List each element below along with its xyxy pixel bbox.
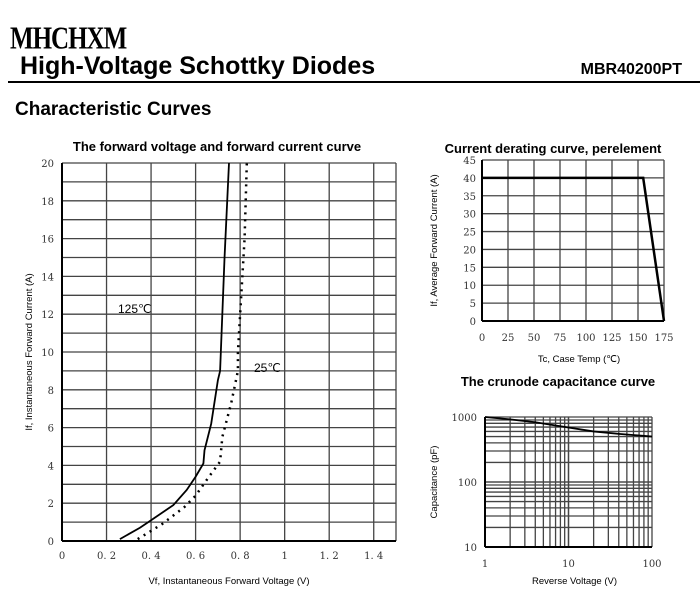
y-tick-label: 16 [41, 235, 54, 246]
brand-logo: MHCHXM [10, 22, 127, 56]
x-tick-label: 125 [602, 333, 621, 344]
y-tick-label: 14 [41, 272, 54, 283]
y-tick-label: 6 [48, 424, 54, 435]
x-tick-label: 0 [59, 551, 65, 562]
y-tick-label: 0 [48, 537, 54, 548]
y-tick-label: 4 [48, 461, 54, 472]
x-tick-label: 0. 4 [142, 551, 161, 562]
y-tick-label: 12 [41, 310, 54, 321]
x-tick-label: 50 [528, 333, 541, 344]
x-tick-label: 100 [642, 559, 661, 570]
x-tick-label: 0. 8 [231, 551, 250, 562]
chart-title: The crunode capacitance curve [461, 374, 655, 389]
y-tick-label: 20 [463, 245, 476, 256]
page-title: High-Voltage Schottky Diodes [20, 52, 376, 80]
y-tick-label: 10 [463, 281, 476, 292]
x-tick-label: 175 [654, 333, 673, 344]
x-tick-label: 25 [502, 333, 515, 344]
chart-title: Current derating curve, perelement [445, 141, 662, 156]
x-tick-label: 100 [576, 333, 595, 344]
y-tick-label: 25 [463, 228, 476, 239]
y-tick-label: 1000 [452, 413, 477, 424]
series-label-25c: 25℃ [254, 361, 281, 375]
header-divider [8, 81, 700, 83]
series-line-125c [119, 162, 230, 540]
y-tick-label: 10 [41, 348, 54, 359]
x-tick-label: 0. 2 [97, 551, 116, 562]
series-line-1 [482, 176, 666, 322]
x-tick-label: 10 [562, 559, 575, 570]
y-tick-label: 100 [458, 478, 477, 489]
y-tick-label: 5 [470, 299, 476, 310]
x-axis-label: Reverse Voltage (V) [532, 576, 617, 587]
y-tick-label: 45 [463, 156, 476, 167]
x-tick-label: 1 [281, 551, 287, 562]
chart-title: The forward voltage and forward current … [73, 139, 361, 154]
x-tick-label: 1. 4 [364, 551, 383, 562]
y-tick-label: 8 [48, 386, 54, 397]
x-tick-label: 75 [554, 333, 567, 344]
y-tick-label: 0 [470, 317, 476, 328]
y-tick-label: 35 [463, 192, 476, 203]
x-tick-label: 1 [482, 559, 488, 570]
y-tick-label: 15 [463, 263, 476, 274]
x-tick-label: 150 [628, 333, 647, 344]
x-axis-label: Vf, Instantaneous Forward Voltage (V) [148, 576, 309, 587]
y-tick-label: 2 [48, 499, 54, 510]
y-axis-label: If, Instantaneous Forward Current (A) [24, 273, 35, 430]
y-tick-label: 10 [464, 543, 477, 554]
series-label-125c: 125℃ [118, 302, 152, 316]
y-tick-label: 18 [41, 197, 54, 208]
x-axis-label: Tc, Case Temp (℃) [538, 354, 620, 365]
series-line-2 [484, 416, 653, 438]
y-tick-label: 20 [41, 159, 54, 170]
section-title: Characteristic Curves [15, 99, 212, 120]
y-tick-label: 30 [463, 210, 476, 221]
y-axis-label: Capacitance (pF) [429, 446, 440, 519]
y-tick-label: 40 [463, 174, 476, 185]
x-tick-label: 0. 6 [186, 551, 205, 562]
series-line-25c [137, 162, 249, 541]
x-tick-label: 1. 2 [320, 551, 339, 562]
y-axis-label: If, Average Forward Current (A) [429, 174, 440, 306]
x-tick-label: 0 [479, 333, 485, 344]
part-number: MBR40200PT [580, 61, 682, 78]
